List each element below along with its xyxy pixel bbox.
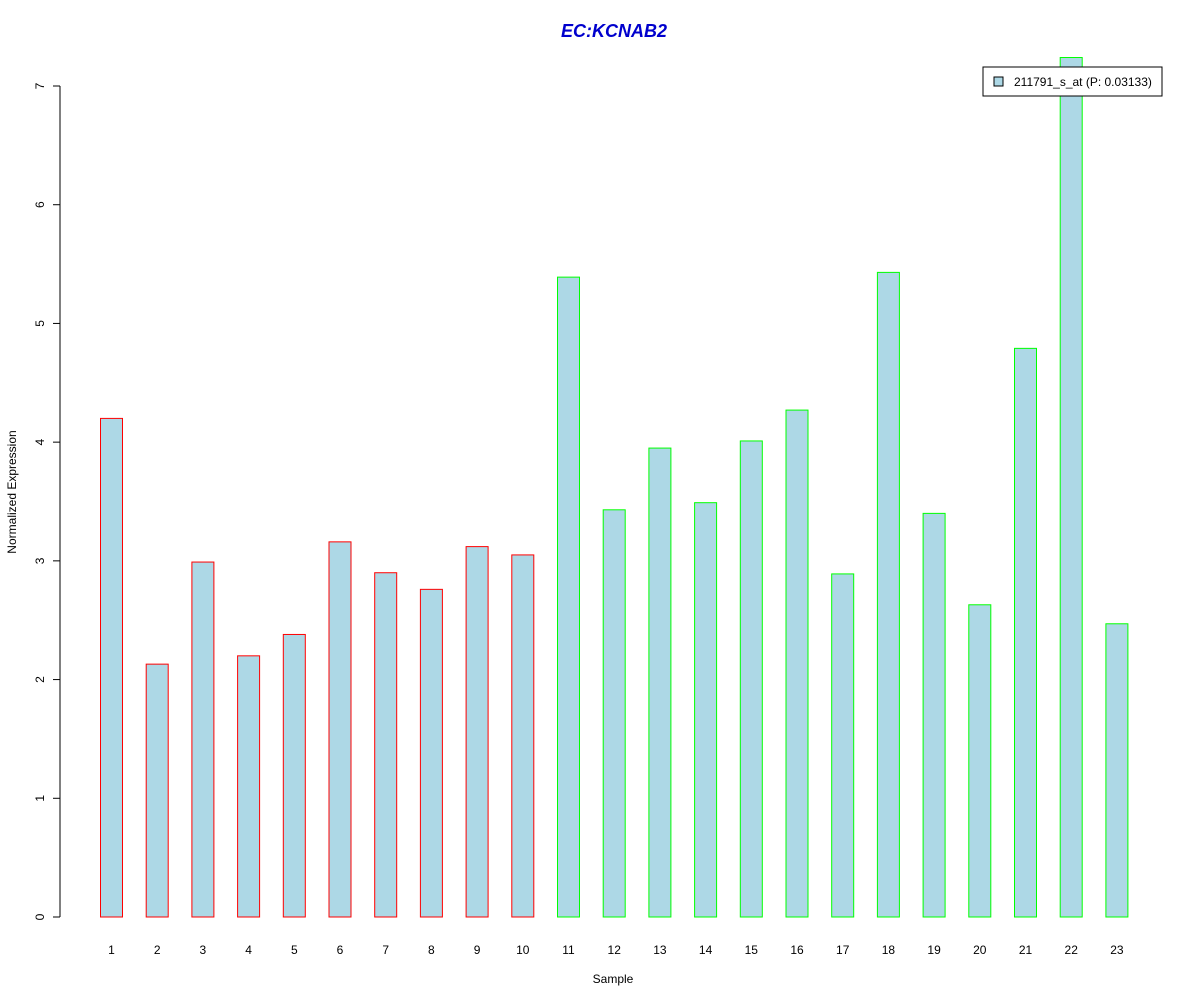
x-tick-label: 2: [154, 943, 161, 957]
bar-sample-6: [328, 541, 352, 918]
x-tick-label: 19: [927, 943, 941, 957]
bar-sample-23: [1105, 623, 1129, 918]
bar-sample-19: [922, 512, 946, 918]
chart-title: EC:KCNAB2: [561, 21, 667, 41]
bar-sample-8: [419, 588, 443, 918]
bars-group: [100, 57, 1129, 918]
bar-sample-21: [1014, 347, 1037, 918]
x-tick-label: 23: [1110, 943, 1124, 957]
y-tick-label: 4: [33, 438, 47, 445]
bar-sample-13: [648, 447, 672, 918]
x-tick-label: 11: [562, 943, 575, 957]
x-tick-label: 18: [882, 943, 896, 957]
x-tick-label: 9: [474, 943, 481, 957]
x-tick-label: 21: [1019, 943, 1033, 957]
x-tick-label: 6: [337, 943, 344, 957]
bar-sample-7: [374, 572, 398, 918]
legend-box: [982, 66, 1163, 97]
bar-sample-3: [191, 561, 215, 918]
bar-sample-10: [511, 554, 535, 918]
bar-sample-4: [237, 655, 261, 918]
bar-sample-5: [282, 633, 306, 918]
x-tick-label: 7: [382, 943, 389, 957]
y-tick-label: 2: [33, 676, 47, 683]
x-tick-label: 10: [516, 943, 530, 957]
x-tick-label: 17: [836, 943, 850, 957]
x-tick-labels: 1 2 3 4 5 6 7 8 9 10 11 12 13 14 15 16 17 18 19 20 21 22 23: [108, 943, 1124, 957]
y-tick-label: 7: [33, 82, 47, 89]
y-axis-title: Normalized Expression: [5, 430, 19, 553]
x-tick-label: 12: [608, 943, 622, 957]
x-tick-label: 5: [291, 943, 298, 957]
x-tick-label: 4: [245, 943, 252, 957]
x-tick-label: 16: [790, 943, 804, 957]
x-tick-label: 14: [699, 943, 713, 957]
bar-sample-17: [831, 573, 855, 918]
legend: 211791_s_at (P: 0.03133): [982, 66, 1163, 97]
bar-sample-1: [100, 417, 123, 918]
bar-sample-14: [694, 502, 718, 918]
legend-label: 211791_s_at (P: 0.03133): [1014, 75, 1152, 89]
bar-sample-20: [968, 604, 992, 918]
y-tick-label: 0: [33, 913, 47, 920]
bar-sample-12: [602, 509, 626, 918]
x-tick-label: 20: [973, 943, 987, 957]
x-tick-label: 1: [108, 943, 115, 957]
bar-sample-16: [785, 409, 809, 918]
bar-sample-22: [1059, 57, 1083, 918]
bar-sample-18: [876, 271, 900, 918]
x-tick-label: 8: [428, 943, 435, 957]
x-tick-label: 3: [200, 943, 207, 957]
bar-sample-11: [557, 276, 580, 918]
bar-sample-15: [739, 440, 763, 918]
bar-sample-2: [145, 663, 169, 918]
x-axis-title: Sample: [593, 972, 634, 986]
x-tick-label: 13: [653, 943, 667, 957]
y-tick-label: 1: [33, 795, 47, 802]
x-tick-label: 15: [745, 943, 759, 957]
x-tick-label: 22: [1065, 943, 1079, 957]
y-tick-label: 5: [33, 320, 47, 327]
y-axis: 0 1 2 3 4 5 6 7: [33, 82, 61, 920]
y-tick-label: 3: [33, 557, 47, 564]
bar-sample-9: [465, 546, 489, 918]
y-tick-label: 6: [33, 201, 47, 208]
legend-swatch: [993, 76, 1004, 87]
